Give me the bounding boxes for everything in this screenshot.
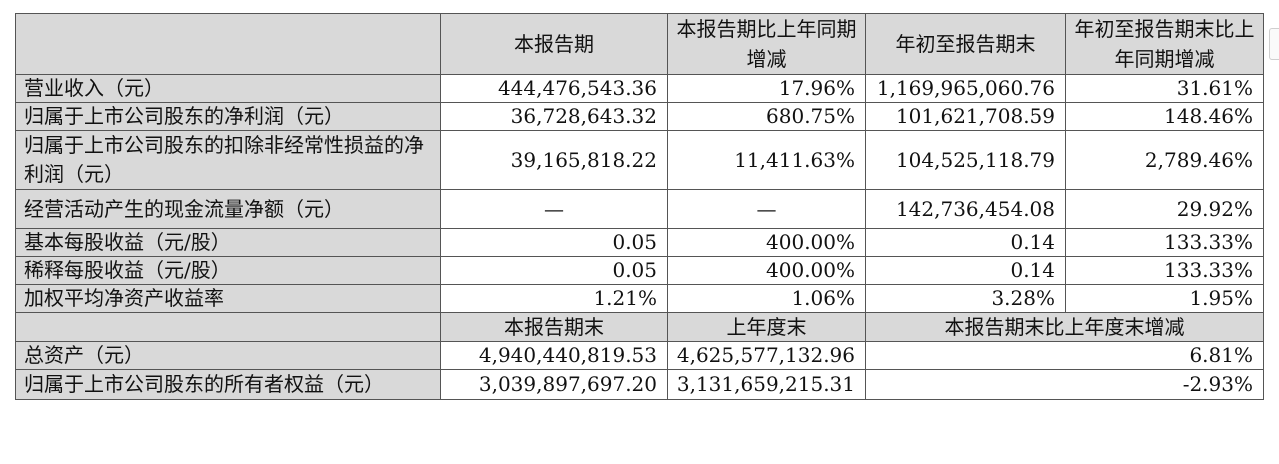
header-current-period-change: 本报告期比上年同期增减: [667, 13, 866, 75]
header-empty-cell: [15, 13, 441, 75]
table-row: 加权平均净资产收益率 1.21% 1.06% 3.28% 1.95%: [15, 284, 1264, 313]
table-header-row: 本报告期 本报告期比上年同期增减 年初至报告期末 年初至报告期末比上年同期增减: [15, 13, 1264, 75]
row-label: 归属于上市公司股东的净利润（元）: [15, 102, 441, 131]
table-row: 营业收入（元） 444,476,543.36 17.96% 1,169,965,…: [15, 74, 1264, 103]
cell-value: 400.00%: [667, 228, 866, 257]
cell-value: 39,165,818.22: [440, 130, 668, 190]
cell-value: 3,131,659,215.31: [667, 369, 866, 400]
cell-value: 142,736,454.08: [865, 189, 1066, 229]
cell-value: 4,625,577,132.96: [667, 341, 866, 370]
table-row: 经营活动产生的现金流量净额（元） — — 142,736,454.08 29.9…: [15, 189, 1264, 229]
header-current-period: 本报告期: [440, 13, 668, 75]
cell-value: 3.28%: [865, 284, 1066, 313]
cell-value: —: [440, 189, 668, 229]
cell-value: 4,940,440,819.53: [440, 341, 668, 370]
row-label: 加权平均净资产收益率: [15, 284, 441, 313]
cell-value: 17.96%: [667, 74, 866, 103]
cell-value: 104,525,118.79: [865, 130, 1066, 190]
cell-value: 1.06%: [667, 284, 866, 313]
subheader-empty-cell: [15, 312, 441, 342]
cell-value: 2,789.46%: [1065, 130, 1264, 190]
cell-value: 11,411.63%: [667, 130, 866, 190]
header-ytd-change: 年初至报告期末比上年同期增减: [1065, 13, 1264, 75]
cell-value: -2.93%: [865, 369, 1264, 400]
row-label: 归属于上市公司股东的所有者权益（元）: [15, 369, 441, 400]
cell-value: 1.21%: [440, 284, 668, 313]
cell-value: 0.05: [440, 228, 668, 257]
cell-value: 29.92%: [1065, 189, 1264, 229]
cell-value: 31.61%: [1065, 74, 1264, 103]
subheader-prior-year-end: 上年度末: [667, 312, 866, 342]
row-label: 归属于上市公司股东的扣除非经常性损益的净利润（元）: [15, 130, 441, 190]
table-subheader-row: 本报告期末 上年度末 本报告期末比上年度末增减: [15, 312, 1264, 342]
cell-value: 444,476,543.36: [440, 74, 668, 103]
subheader-change: 本报告期末比上年度末增减: [865, 312, 1264, 342]
table-row: 基本每股收益（元/股） 0.05 400.00% 0.14 133.33%: [15, 228, 1264, 257]
cell-value: 1.95%: [1065, 284, 1264, 313]
cell-value: 101,621,708.59: [865, 102, 1066, 131]
cell-value: —: [667, 189, 866, 229]
cell-value: 0.14: [865, 228, 1066, 257]
cell-value: 133.33%: [1065, 256, 1264, 285]
cell-value: 3,039,897,697.20: [440, 369, 668, 400]
header-ytd: 年初至报告期末: [865, 13, 1066, 75]
cell-value: 1,169,965,060.76: [865, 74, 1066, 103]
cell-value: 148.46%: [1065, 102, 1264, 131]
subheader-period-end: 本报告期末: [440, 312, 668, 342]
cell-value: 6.81%: [865, 341, 1264, 370]
table-row: 稀释每股收益（元/股） 0.05 400.00% 0.14 133.33%: [15, 256, 1264, 285]
row-label: 总资产（元）: [15, 341, 441, 370]
side-panel-tab[interactable]: [1269, 28, 1279, 60]
financial-summary-table: 本报告期 本报告期比上年同期增减 年初至报告期末 年初至报告期末比上年同期增减 …: [15, 13, 1264, 400]
row-label: 稀释每股收益（元/股）: [15, 256, 441, 285]
cell-value: 36,728,643.32: [440, 102, 668, 131]
table-row: 归属于上市公司股东的净利润（元） 36,728,643.32 680.75% 1…: [15, 102, 1264, 131]
cell-value: 400.00%: [667, 256, 866, 285]
cell-value: 680.75%: [667, 102, 866, 131]
table-row: 归属于上市公司股东的扣除非经常性损益的净利润（元） 39,165,818.22 …: [15, 130, 1264, 190]
row-label: 经营活动产生的现金流量净额（元）: [15, 189, 441, 229]
row-label: 营业收入（元）: [15, 74, 441, 103]
table-row: 总资产（元） 4,940,440,819.53 4,625,577,132.96…: [15, 341, 1264, 370]
table-row: 归属于上市公司股东的所有者权益（元） 3,039,897,697.20 3,13…: [15, 369, 1264, 400]
cell-value: 0.05: [440, 256, 668, 285]
cell-value: 0.14: [865, 256, 1066, 285]
cell-value: 133.33%: [1065, 228, 1264, 257]
row-label: 基本每股收益（元/股）: [15, 228, 441, 257]
